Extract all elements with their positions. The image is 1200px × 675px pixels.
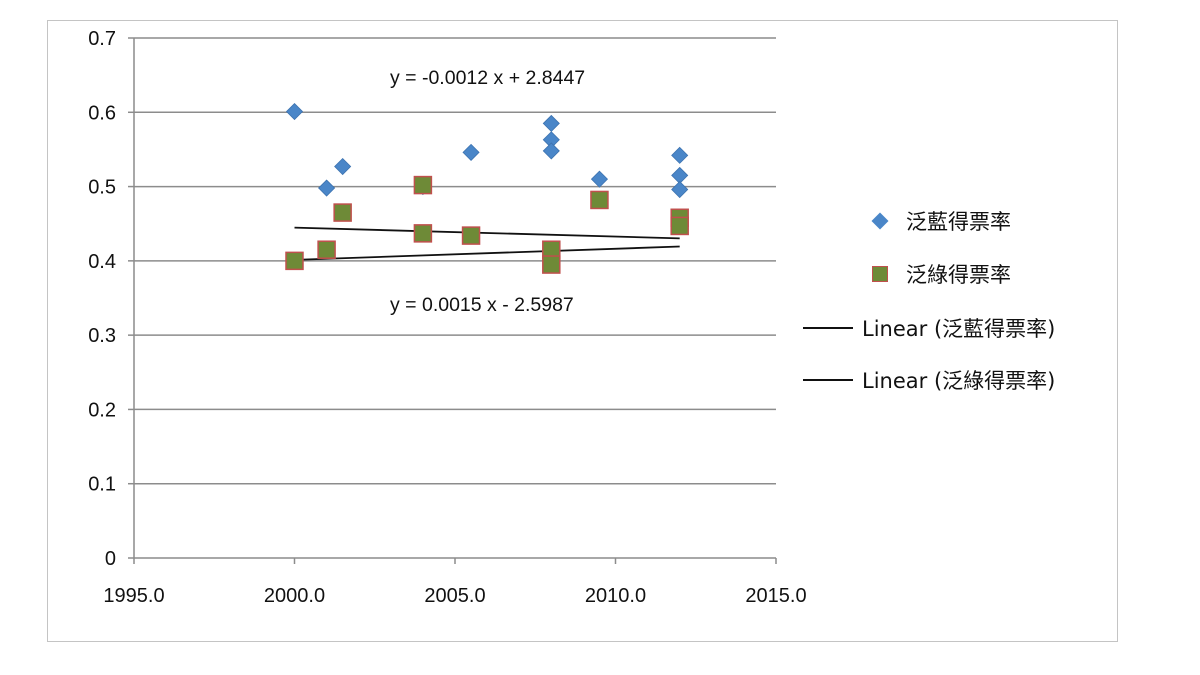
data-point-green: [333, 203, 352, 222]
trendline-blue: [294, 226, 680, 240]
data-point-green: [461, 226, 481, 245]
legend: 泛藍得票率 泛綠得票率 Linear (泛藍得票率) Linear (泛綠得票率…: [803, 21, 1190, 441]
data-point-blue: [590, 170, 609, 188]
x-tick-label: 2005.0: [424, 585, 485, 607]
legend-label: Linear (泛綠得票率): [862, 369, 1056, 393]
legend-item-green: 泛綠得票率: [860, 257, 1011, 291]
trendline-equation-green: y = 0.0015 x - 2.5987: [390, 294, 574, 316]
x-tick-label: 2015.0: [745, 585, 806, 607]
legend-item-trend-blue: Linear (泛藍得票率): [800, 311, 1055, 345]
y-tick-label: 0.3: [88, 325, 116, 347]
y-tick-label: 0.7: [88, 28, 116, 50]
data-point-green: [670, 216, 689, 236]
data-points: [285, 102, 689, 274]
trendlines: [294, 226, 680, 261]
trendline-equation-blue: y = -0.0012 x + 2.8447: [390, 67, 585, 89]
y-tick-label: 0.6: [88, 102, 116, 124]
data-point-blue: [334, 157, 352, 176]
trendline-green: [294, 245, 680, 261]
x-tick-label: 2000.0: [264, 585, 325, 607]
y-tick-label: 0.4: [88, 251, 116, 273]
data-point-green: [285, 251, 304, 271]
scatter-chart: 0 0.1 0.2 0.3 0.4 0.5 0.6 0.7 1995.0 2000.0 2005.0…: [88, 28, 806, 607]
data-point-blue: [285, 102, 304, 121]
trendline-icon: [800, 311, 856, 345]
data-point-green: [317, 240, 336, 259]
diamond-marker-icon: [860, 204, 900, 238]
square-marker-icon: [860, 257, 900, 291]
legend-item-trend-green: Linear (泛綠得票率): [800, 363, 1055, 397]
y-tick-label: 0.5: [88, 177, 116, 199]
y-tick-label: 0.2: [88, 399, 116, 421]
x-tick-label: 1995.0: [103, 585, 164, 607]
y-tick-label: 0.1: [88, 474, 116, 496]
legend-label: 泛藍得票率: [906, 210, 1011, 234]
labels: 0 0.1 0.2 0.3 0.4 0.5 0.6 0.7 1995.0 2000.0 2005.0…: [88, 28, 806, 607]
data-point-blue: [462, 143, 480, 161]
data-point-blue: [542, 142, 560, 160]
legend-item-blue: 泛藍得票率: [860, 204, 1011, 238]
gridlines: [134, 37, 776, 485]
data-point-green: [590, 190, 609, 210]
data-point-green: [542, 255, 561, 274]
legend-label: Linear (泛藍得票率): [862, 317, 1056, 341]
x-tick-label: 2010.0: [585, 585, 646, 607]
axes: [128, 37, 777, 564]
data-point-blue: [671, 180, 689, 199]
data-point-blue: [318, 179, 336, 197]
legend-label: 泛綠得票率: [906, 263, 1011, 287]
data-point-blue: [542, 114, 560, 132]
data-point-green: [413, 224, 433, 243]
trendline-icon: [800, 363, 856, 397]
data-point-green: [413, 175, 433, 195]
chart-frame: 0 0.1 0.2 0.3 0.4 0.5 0.6 0.7 1995.0 2000.0 2005.0…: [47, 20, 1118, 642]
data-point-blue: [671, 146, 689, 164]
y-tick-label: 0: [105, 548, 116, 570]
